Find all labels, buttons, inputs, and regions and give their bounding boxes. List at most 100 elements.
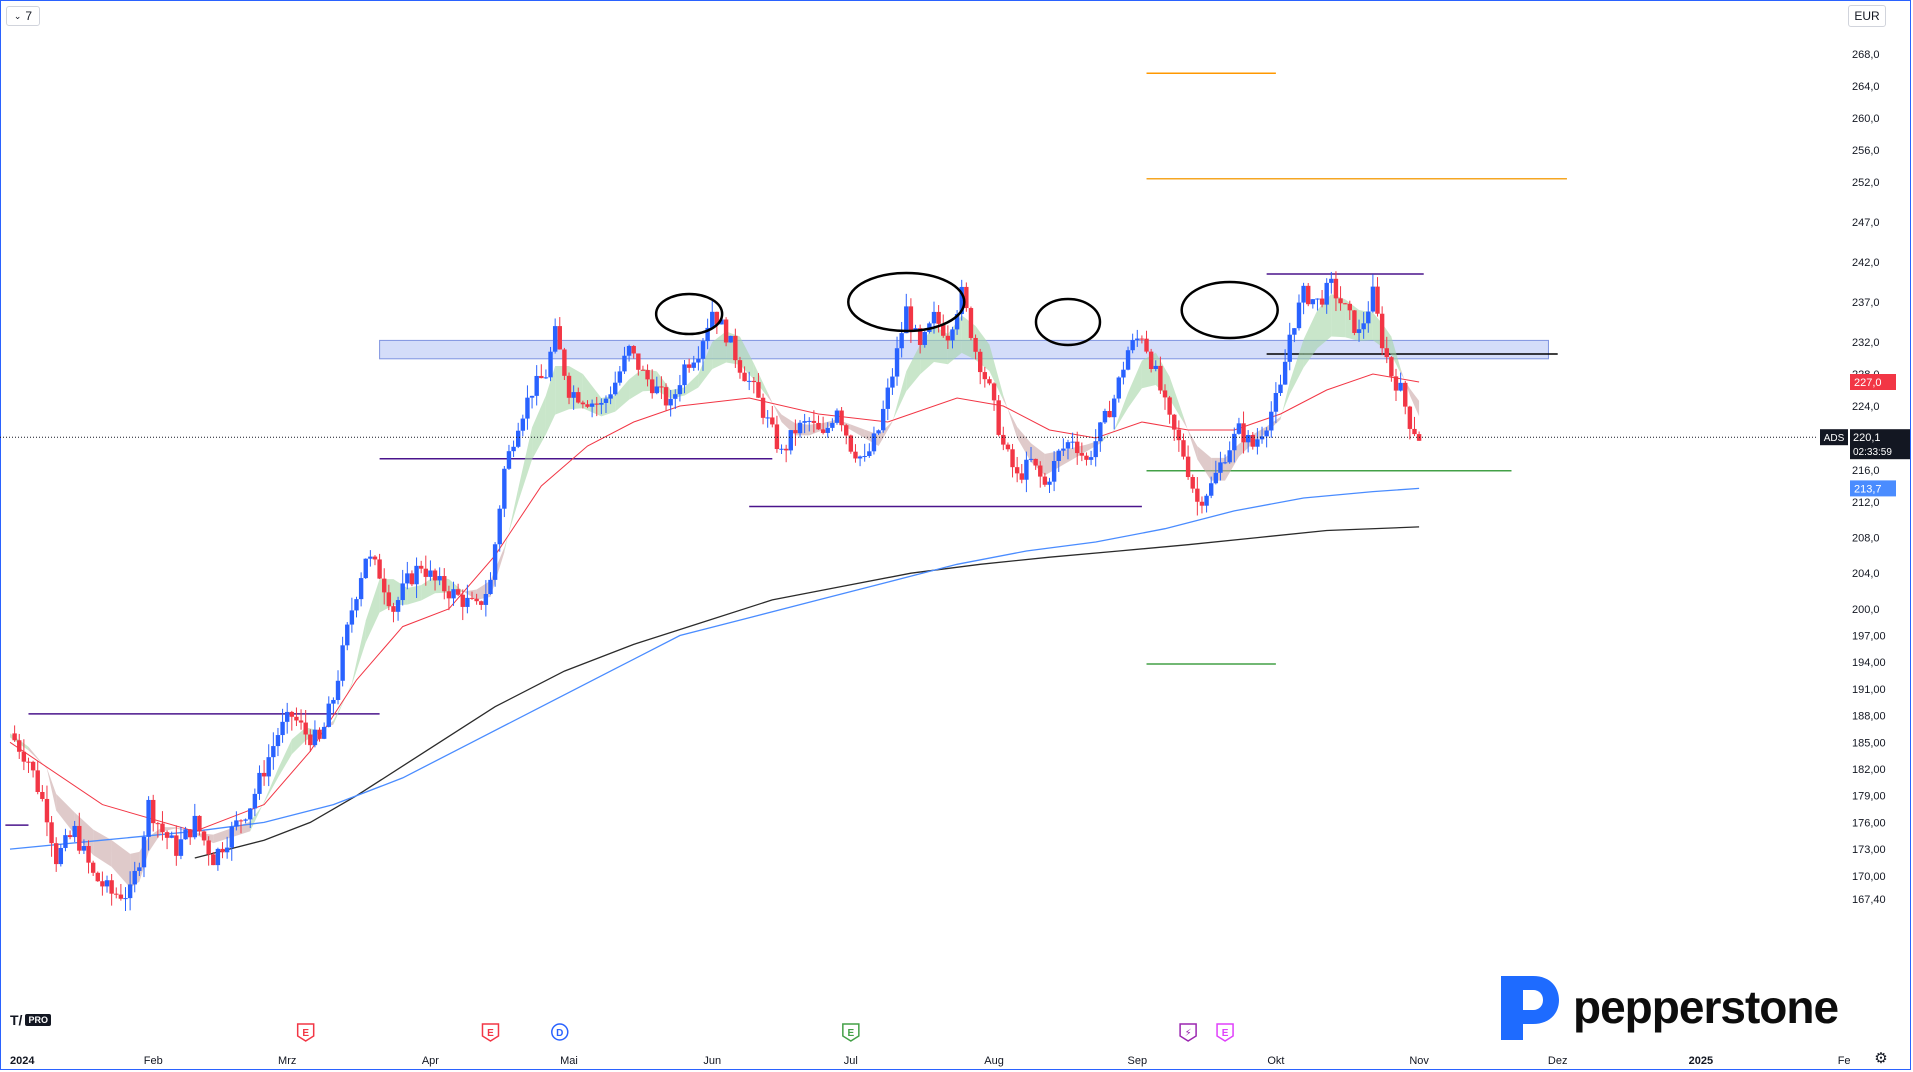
candle [1047, 477, 1052, 493]
candle [811, 410, 817, 433]
time-tick-label: Jul [844, 1055, 858, 1067]
time-tick-label: Okt [1267, 1055, 1284, 1067]
candle-body [941, 323, 946, 336]
candle-body [321, 726, 327, 739]
cloud-segment [1058, 447, 1073, 468]
candle-body [451, 589, 456, 599]
candle [451, 581, 456, 606]
cloud-segment [1409, 388, 1420, 417]
candle [1269, 401, 1274, 438]
candle-body [164, 832, 170, 838]
candle-body [201, 831, 207, 841]
candle-body [765, 417, 770, 419]
price-tick-label: 264,0 [1852, 81, 1880, 93]
candle [816, 415, 821, 430]
candle-body [1218, 462, 1223, 473]
pepperstone-brand: pepperstone [1493, 970, 1839, 1044]
candle-body [183, 829, 188, 840]
candle-body [1389, 357, 1394, 377]
candle [1356, 319, 1362, 342]
candle-body [1010, 449, 1015, 468]
candle-body [797, 422, 803, 434]
candle-body [1088, 457, 1094, 460]
event-marker-earnings: E [1216, 1023, 1234, 1042]
candle [959, 279, 964, 321]
candle [1075, 431, 1080, 465]
gear-icon[interactable]: ⚙ [1874, 1050, 1888, 1067]
candle [44, 785, 50, 837]
candle [30, 760, 36, 778]
candle [349, 597, 355, 633]
cloud-segment [920, 326, 934, 375]
price-tick-label: 167,40 [1852, 894, 1886, 906]
highlight-ellipse [654, 292, 724, 336]
cloud-segment [809, 423, 824, 436]
candle-body [1241, 423, 1246, 443]
candle [492, 542, 498, 587]
candle-body [917, 328, 923, 345]
event-marker-label: E [848, 1028, 855, 1039]
currency-selector-button[interactable]: EUR [1848, 5, 1886, 27]
price-tick-label: 188,00 [1852, 711, 1886, 723]
cloud-segment [518, 427, 533, 502]
candle [525, 385, 530, 430]
candle [978, 348, 983, 385]
candle-body [913, 328, 918, 331]
candle-body [700, 341, 706, 359]
candle-body [414, 565, 419, 585]
cloud-segment [264, 769, 278, 803]
candle [308, 729, 313, 752]
candle-body [853, 451, 858, 459]
candle-body [488, 579, 493, 594]
candle [520, 414, 526, 437]
interval-selector-button[interactable]: ⌄ 7 [6, 6, 40, 26]
candle [839, 407, 844, 432]
candle-body [151, 799, 156, 824]
candle [432, 568, 438, 591]
candle-body [839, 410, 844, 426]
candle [1014, 456, 1020, 483]
candle [234, 811, 239, 831]
candle-body [760, 397, 766, 418]
candle-body [479, 601, 484, 605]
candle [576, 387, 581, 404]
candle [1061, 438, 1066, 456]
candle [876, 429, 881, 436]
candle-body [626, 345, 632, 356]
price-tick-label: 185,00 [1852, 737, 1886, 749]
candle-body [1195, 488, 1200, 502]
candle [1287, 322, 1292, 371]
candle [1153, 360, 1158, 372]
price-tag: 213,7 [1850, 480, 1896, 497]
candle-body [779, 448, 784, 450]
cloud-segment [148, 827, 163, 853]
price-tag-bg [1850, 429, 1910, 460]
candle [1292, 328, 1297, 343]
candle [894, 336, 900, 386]
candle [1111, 394, 1117, 430]
candle-body [257, 772, 262, 794]
candle-body [844, 425, 849, 436]
candle-body [931, 311, 937, 324]
candle [479, 600, 484, 610]
candle [137, 862, 142, 877]
time-tick-label: 2025 [1689, 1055, 1713, 1067]
candle-body [719, 319, 724, 325]
candle-body [783, 448, 789, 451]
candle-body [1065, 442, 1071, 449]
candle [257, 765, 262, 800]
cloud-segment [1197, 446, 1212, 481]
candle [423, 555, 428, 586]
candle-body [197, 815, 202, 832]
candle [483, 580, 489, 617]
candle [594, 396, 599, 417]
candle-body [774, 424, 780, 450]
candle-body [1255, 439, 1260, 447]
candle [183, 826, 188, 840]
candle-body [862, 456, 867, 458]
candle [1070, 432, 1075, 450]
candle-body [714, 311, 720, 325]
candle [1315, 298, 1320, 311]
cloud-segment [601, 395, 616, 417]
